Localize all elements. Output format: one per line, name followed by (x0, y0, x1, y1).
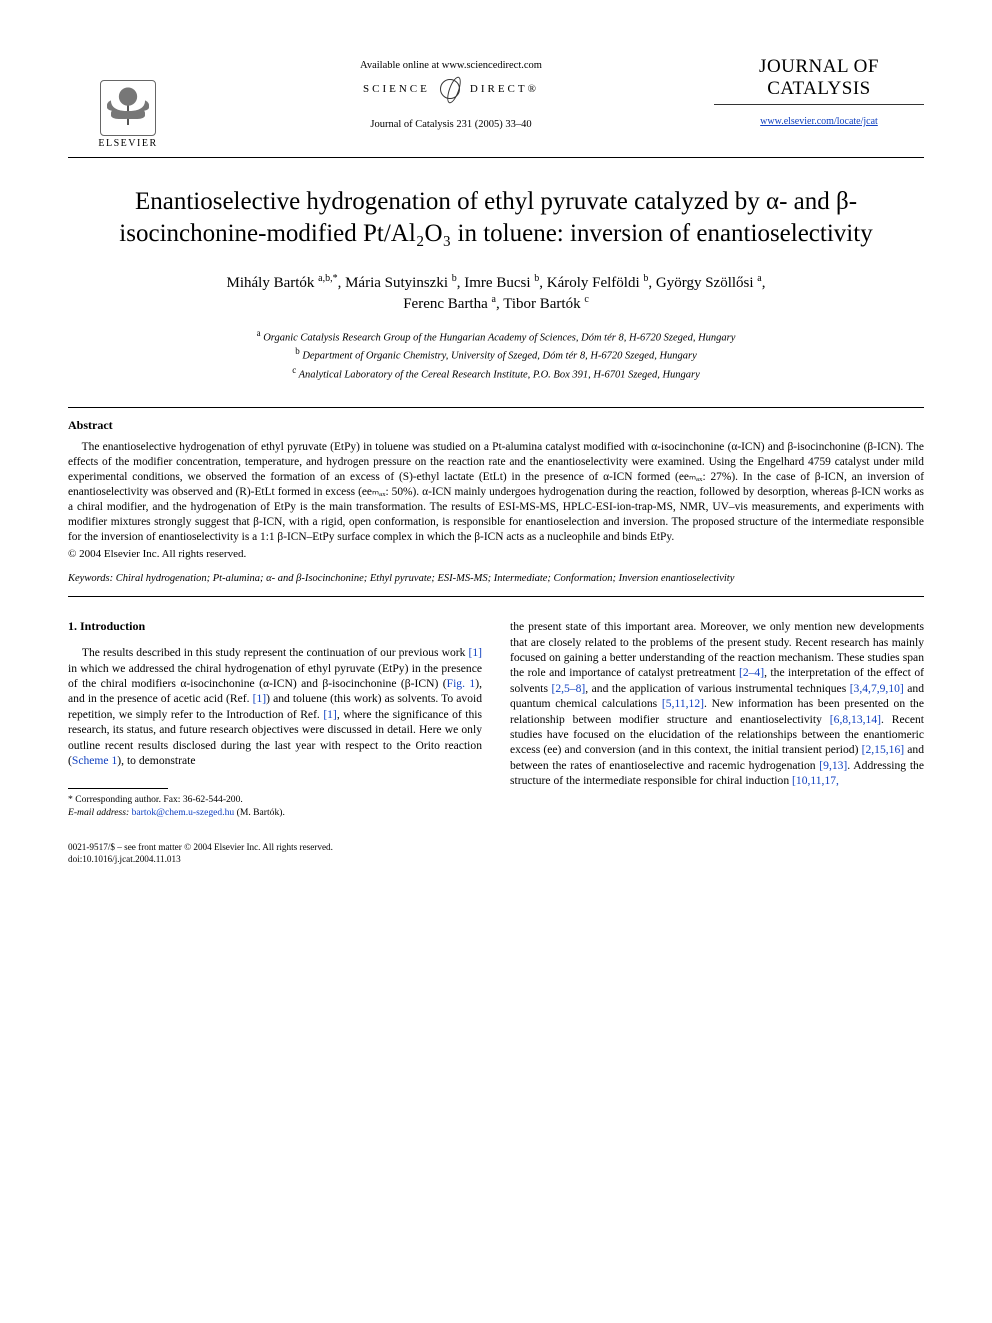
corr-email-line: E-mail address: bartok@chem.u-szeged.hu … (68, 807, 482, 820)
affiliation-c: c Analytical Laboratory of the Cereal Re… (68, 364, 924, 383)
ref-link-2-4[interactable]: [2–4] (739, 666, 764, 679)
ref-link-1b[interactable]: [1] (253, 692, 267, 705)
elsevier-tree-icon (100, 80, 156, 136)
scheme-link-1[interactable]: Scheme 1 (72, 754, 117, 767)
sciencedirect-logo: SCIENCE DIRECT® (363, 79, 539, 99)
journal-name-line1: JOURNAL OF (714, 56, 924, 78)
header-bottom-rule (68, 157, 924, 158)
abstract-body: The enantioselective hydrogenation of et… (68, 440, 924, 545)
keywords-label: Keywords: (68, 573, 113, 584)
available-online-line: Available online at www.sciencedirect.co… (188, 60, 714, 71)
footnote-rule (68, 788, 168, 789)
abstract-bottom-rule (68, 596, 924, 597)
affiliation-b: b Department of Organic Chemistry, Unive… (68, 345, 924, 364)
corresponding-author-footnote: * Corresponding author. Fax: 36-62-544-2… (68, 794, 482, 820)
journal-citation: Journal of Catalysis 231 (2005) 33–40 (188, 119, 714, 130)
ref-link-9-13[interactable]: [9,13] (819, 759, 847, 772)
sciencedirect-right: DIRECT® (470, 83, 539, 95)
intro-para-1-cont: the present state of this important area… (510, 619, 924, 788)
journal-rule (714, 104, 924, 105)
page-footer-meta: 0021-9517/$ – see front matter © 2004 El… (68, 842, 924, 866)
affiliations: a Organic Catalysis Research Group of th… (68, 327, 924, 383)
section-1-heading: 1. Introduction (68, 619, 482, 635)
ref-link-3-4-7-9-10[interactable]: [3,4,7,9,10] (850, 682, 904, 695)
ref-link-6-8-13-14[interactable]: [6,8,13,14] (830, 713, 881, 726)
abstract-copyright: © 2004 Elsevier Inc. All rights reserved… (68, 548, 924, 560)
ref-link-2-15-16[interactable]: [2,15,16] (862, 743, 905, 756)
ref-link-10-11-17[interactable]: [10,11,17, (792, 774, 839, 787)
body-columns: 1. Introduction The results described in… (68, 619, 924, 820)
corr-author-line: * Corresponding author. Fax: 36-62-544-2… (68, 794, 482, 807)
ref-link-1c[interactable]: [1] (323, 708, 337, 721)
abstract-top-rule (68, 407, 924, 408)
keywords-line: Keywords: Chiral hydrogenation; Pt-alumi… (68, 572, 924, 586)
sciencedirect-swirl-icon (440, 79, 460, 99)
issn-copyright-line: 0021-9517/$ – see front matter © 2004 El… (68, 842, 924, 854)
sciencedirect-left: SCIENCE (363, 83, 430, 95)
abstract-text: The enantioselective hydrogenation of et… (68, 440, 924, 545)
column-right: the present state of this important area… (510, 619, 924, 820)
ref-link-5-11-12[interactable]: [5,11,12] (662, 697, 704, 710)
publisher-block: ELSEVIER (68, 56, 188, 149)
journal-name-block: JOURNAL OF CATALYSIS www.elsevier.com/lo… (714, 56, 924, 129)
ref-link-1[interactable]: [1] (468, 646, 482, 659)
intro-para-1: The results described in this study repr… (68, 645, 482, 768)
ref-link-2-5-8[interactable]: [2,5–8] (551, 682, 585, 695)
abstract-heading: Abstract (68, 418, 924, 433)
column-left: 1. Introduction The results described in… (68, 619, 482, 820)
corr-email-link[interactable]: bartok@chem.u-szeged.hu (132, 807, 235, 818)
keywords-text: Chiral hydrogenation; Pt-alumina; α- and… (116, 573, 735, 584)
publisher-name: ELSEVIER (68, 138, 188, 149)
authors-text: Mihály Bartók a,b,*, Mária Sutyinszki b,… (226, 275, 765, 312)
fig-link-1[interactable]: Fig. 1 (447, 677, 476, 690)
page-header: ELSEVIER Available online at www.science… (68, 56, 924, 149)
author-list: Mihály Bartók a,b,*, Mária Sutyinszki b,… (68, 272, 924, 315)
journal-url-link[interactable]: www.elsevier.com/locate/jcat (760, 116, 878, 127)
header-center: Available online at www.sciencedirect.co… (188, 56, 714, 130)
affiliation-a: a Organic Catalysis Research Group of th… (68, 327, 924, 346)
doi-line: doi:10.1016/j.jcat.2004.11.013 (68, 854, 924, 866)
article-title: Enantioselective hydrogenation of ethyl … (86, 186, 906, 250)
journal-name-line2: CATALYSIS (714, 78, 924, 100)
